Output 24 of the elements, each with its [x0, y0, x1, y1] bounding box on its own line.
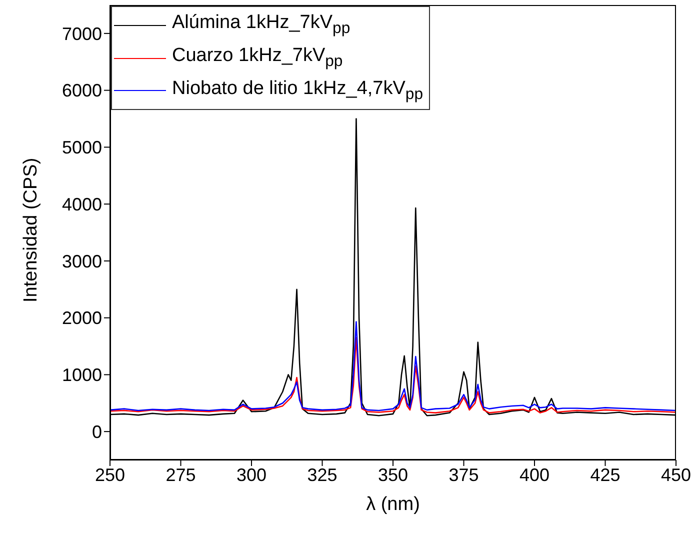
y-tick-label: 2000: [62, 308, 102, 328]
x-tick-label: 350: [378, 464, 408, 485]
x-tick-label: 375: [448, 464, 479, 485]
x-tick-label: 425: [590, 464, 620, 485]
x-tick-label: 450: [660, 464, 692, 485]
x-tick-label: 400: [519, 464, 550, 485]
y-tick-label: 3000: [62, 251, 102, 272]
x-tick-label: 325: [307, 464, 338, 485]
x-axis-title: λ (nm): [366, 494, 420, 515]
x-tick-label: 250: [94, 464, 126, 485]
y-tick-label: 0: [92, 422, 102, 442]
line-series: [110, 337, 676, 414]
y-tick-label: 5000: [62, 138, 102, 158]
y-axis-title: Intensidad (CPS): [20, 158, 42, 302]
line-series: [110, 321, 676, 412]
x-tick-label: 275: [166, 464, 196, 485]
legend-label: Alúmina 1kHz_7kV$_{pp}$: [172, 11, 350, 39]
y-tick-label: 1000: [62, 365, 102, 386]
legend-label: Cuarzo 1kHz_7kV$_{pp}$: [172, 44, 343, 72]
y-tick-label: 4000: [62, 194, 102, 214]
y-tick-label: 6000: [62, 80, 102, 101]
legend-label: Niobato de litio 1kHz_4,7kV$_{pp}$: [172, 76, 424, 104]
y-tick-label: 7000: [62, 24, 102, 44]
x-tick-label: 300: [236, 464, 267, 485]
